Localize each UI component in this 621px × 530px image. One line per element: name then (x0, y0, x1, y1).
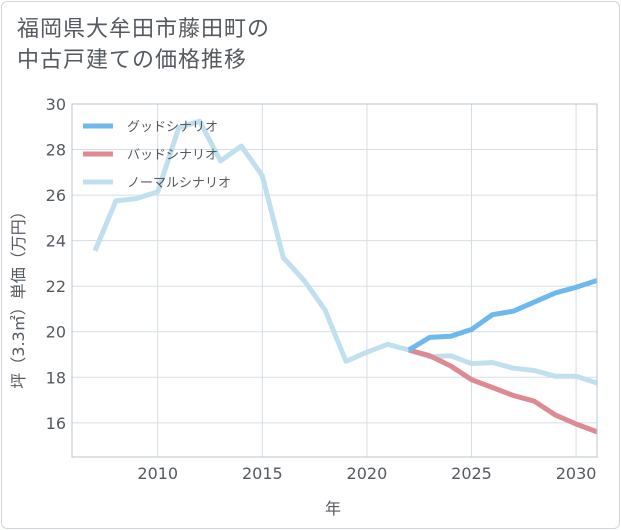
series-line (407, 278, 598, 353)
y-tick-label: 20 (46, 323, 66, 342)
y-tick-label: 22 (46, 277, 66, 296)
series-lines (92, 118, 598, 435)
y-tick-label: 28 (46, 141, 66, 160)
y-tick-label: 24 (46, 232, 66, 251)
chart-title: 福岡県大牟田市藤田町の 中古戸建ての価格推移 (17, 14, 577, 76)
y-tick-label: 16 (46, 414, 66, 433)
legend-label: グッドシナリオ (127, 120, 218, 135)
x-tick-label: 2020 (347, 464, 388, 483)
series-line (92, 118, 598, 386)
x-tick-label: 2030 (556, 464, 597, 483)
x-axis-ticks: 2010 2015 2020 2025 2030 (137, 464, 596, 483)
y-tick-label: 18 (46, 368, 66, 387)
chart-title-line-2: 中古戸建ての価格推移 (17, 48, 248, 73)
x-tick-label: 2010 (137, 464, 178, 483)
y-tick-label: 30 (46, 95, 66, 114)
series-line (408, 347, 598, 435)
plot-area-border (71, 103, 598, 458)
legend-label: ノーマルシナリオ (127, 176, 231, 191)
x-tick-label: 2015 (242, 464, 283, 483)
x-axis-label: 年 (325, 499, 341, 518)
x-tick-label: 2025 (451, 464, 492, 483)
y-tick-label: 26 (46, 186, 66, 205)
chart-title-line-1: 福岡県大牟田市藤田町の (17, 17, 271, 42)
y-axis-label: 坪（3.3㎡）単価（万円） (9, 203, 28, 388)
y-axis-ticks: 16 18 20 22 24 26 28 30 (46, 95, 66, 433)
legend-label: バッドシナリオ (127, 148, 218, 163)
